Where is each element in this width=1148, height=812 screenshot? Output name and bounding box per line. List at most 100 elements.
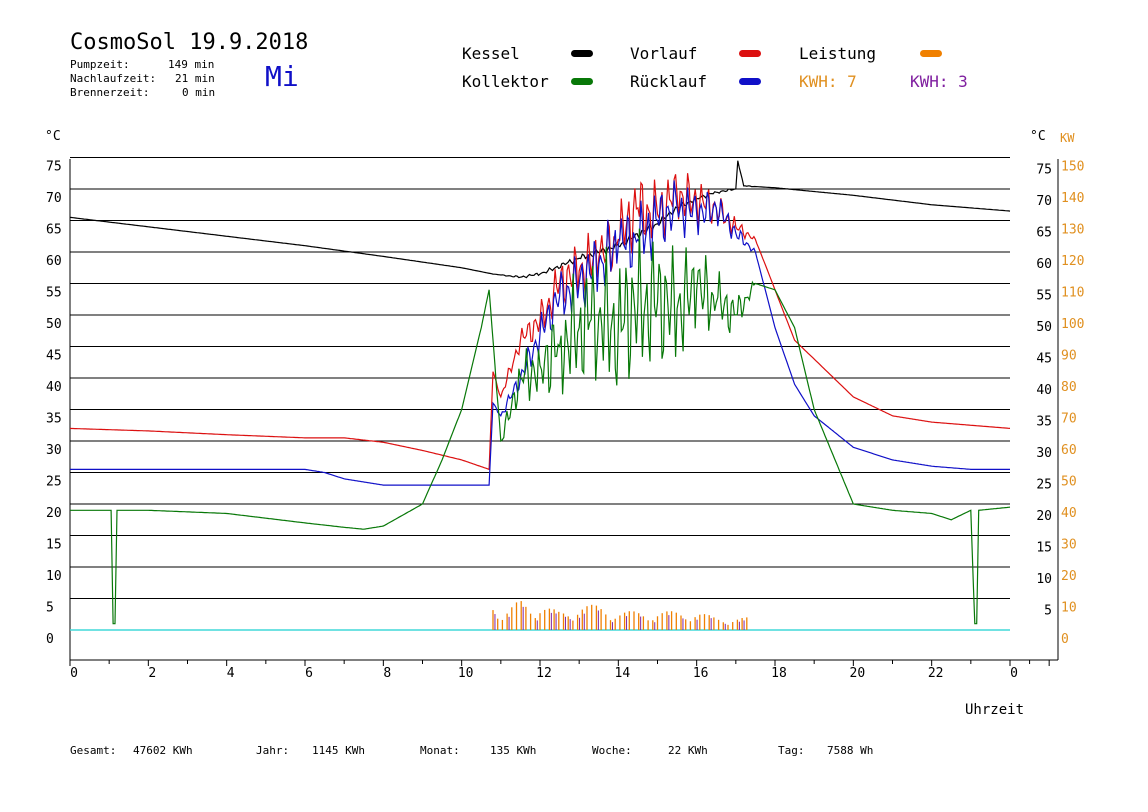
x-tick-label: 2 <box>148 666 156 681</box>
footer-monat-value: 135 KWh <box>490 744 537 757</box>
x-tick-label: 22 <box>928 666 944 681</box>
y-tick-label-right: 75 <box>1036 163 1052 178</box>
brennerzeit-value: 0 min <box>182 86 216 99</box>
legend-kwh-orange: KWH: 7 <box>799 72 857 91</box>
y-tick-label-left: 50 <box>46 317 62 332</box>
legend-leistung-label: Leistung <box>799 44 877 63</box>
y-tick-label-left: 15 <box>46 538 62 553</box>
y-tick-label-right: 50 <box>1036 320 1052 335</box>
series-line-kollektor <box>70 228 1011 625</box>
y-tick-label-left: 0 <box>46 632 54 647</box>
x-tick-label: 4 <box>227 666 235 681</box>
legend-kwh-purple: KWH: 3 <box>910 72 968 91</box>
series-line-vorlauf <box>69 173 1011 471</box>
y2-tick-label: 40 <box>1061 506 1077 521</box>
legend-kessel-label: Kessel <box>462 44 520 63</box>
y2-tick-label: 90 <box>1061 349 1077 364</box>
chart-title: CosmoSol 19.9.2018 <box>70 30 309 55</box>
y-tick-label-right: 30 <box>1036 446 1052 461</box>
y-tick-label-right: 70 <box>1036 194 1052 209</box>
x-tick-label: 16 <box>693 666 709 681</box>
y2-tick-label: 30 <box>1061 538 1077 553</box>
legend-kessel-swatch <box>571 50 593 57</box>
y-tick-label-left: 20 <box>46 506 62 521</box>
x-tick-label: 20 <box>850 666 866 681</box>
x-tick-label: 6 <box>305 666 313 681</box>
y2-tick-label: 20 <box>1061 569 1077 584</box>
y-tick-label-left: 25 <box>46 475 62 490</box>
y-tick-label-right: 25 <box>1036 478 1052 493</box>
series-line-ruecklauf <box>70 180 1010 486</box>
x-tick-label: 14 <box>615 666 631 681</box>
y-tick-label-left: 70 <box>46 191 62 206</box>
footer-gesamt-value: 47602 KWh <box>133 744 193 757</box>
footer-gesamt-label: Gesamt: <box>70 744 117 757</box>
y2-tick-label: 60 <box>1061 443 1077 458</box>
y-tick-label-left: 45 <box>46 349 62 364</box>
footer-woche-value: 22 KWh <box>668 744 708 757</box>
y2-tick-label: 100 <box>1061 317 1084 332</box>
y2-tick-label: 80 <box>1061 380 1077 395</box>
x-tick-label: 10 <box>458 666 474 681</box>
y-tick-label-right: 35 <box>1036 415 1052 430</box>
series-line-kessel <box>69 160 1011 279</box>
y2-tick-label: 130 <box>1061 223 1084 238</box>
footer-monat-label: Monat: <box>420 744 460 757</box>
footer-jahr-value: 1145 KWh <box>312 744 365 757</box>
y-tick-label-left: 30 <box>46 443 62 458</box>
y2-axis-unit: KW <box>1060 131 1075 145</box>
y2-tick-label: 50 <box>1061 475 1077 490</box>
y-tick-label-right: 55 <box>1036 289 1052 304</box>
y-tick-label-right: 45 <box>1036 352 1052 367</box>
y-tick-label-left: 65 <box>46 223 62 238</box>
x-tick-label: 0 <box>1010 666 1018 681</box>
series-lines <box>69 160 1011 625</box>
legend-vorlauf-label: Vorlauf <box>630 44 698 63</box>
y2-tick-label: 0 <box>1061 632 1069 647</box>
legend-ruecklauf-label: Rücklauf <box>630 72 708 91</box>
y2-tick-label: 150 <box>1061 160 1084 175</box>
y2-tick-label: 70 <box>1061 412 1077 427</box>
y-tick-label-right: 15 <box>1036 541 1052 556</box>
y-axis-unit-left: °C <box>45 129 61 144</box>
y-tick-label-left: 55 <box>46 286 62 301</box>
y2-tick-label: 120 <box>1061 254 1084 269</box>
x-tick-label: 0 <box>70 666 78 681</box>
y-tick-label-left: 60 <box>46 254 62 269</box>
pumpzeit-value: 149 min <box>168 58 215 71</box>
y-tick-label-right: 65 <box>1036 226 1052 241</box>
y-tick-label-right: 5 <box>1044 604 1052 619</box>
weekday-label: Mi <box>265 60 299 93</box>
grid-lines <box>69 157 1059 661</box>
footer-tag-value: 7588 Wh <box>827 744 874 757</box>
footer-jahr-label: Jahr: <box>256 744 290 757</box>
legend-vorlauf-swatch <box>739 50 761 57</box>
y2-tick-label: 110 <box>1061 286 1084 301</box>
y2-tick-label: 10 <box>1061 601 1077 616</box>
y-tick-label-right: 20 <box>1036 509 1052 524</box>
y-tick-label-right: 60 <box>1036 257 1052 272</box>
legend-kollektor-label: Kollektor <box>462 72 549 91</box>
footer-woche-label: Woche: <box>592 744 632 757</box>
y-axis-unit-right: °C <box>1030 129 1046 144</box>
nachlaufzeit-value: 21 min <box>175 72 215 85</box>
legend-leistung-swatch <box>920 50 942 57</box>
y2-tick-label: 140 <box>1061 191 1084 206</box>
nachlaufzeit-label: Nachlaufzeit: <box>70 72 157 85</box>
legend-ruecklauf-swatch <box>739 78 761 85</box>
x-tick-label: 18 <box>771 666 787 681</box>
y-tick-label-left: 75 <box>46 160 62 175</box>
footer-tag-label: Tag: <box>778 744 805 757</box>
y-tick-label-left: 40 <box>46 380 62 395</box>
y-tick-label-right: 40 <box>1036 383 1052 398</box>
y-tick-label-left: 10 <box>46 569 62 584</box>
y-tick-label-left: 35 <box>46 412 62 427</box>
pumpzeit-label: Pumpzeit: <box>70 58 130 71</box>
power-bars <box>492 601 748 630</box>
x-axis-label: Uhrzeit <box>965 702 1025 718</box>
y-tick-label-left: 5 <box>46 601 54 616</box>
x-tick-label: 8 <box>383 666 391 681</box>
x-tick-label: 12 <box>536 666 552 681</box>
brennerzeit-label: Brennerzeit: <box>70 86 150 99</box>
